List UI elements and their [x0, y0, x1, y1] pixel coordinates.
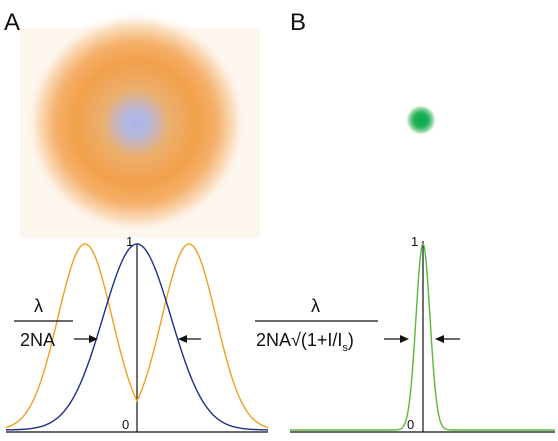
- panel-label-a: A: [4, 9, 20, 36]
- plot-a: 1 0 λ 2NA: [5, 234, 269, 433]
- arrow-right-a: [178, 335, 201, 343]
- depletion-curve: [5, 243, 269, 429]
- tick-label-bottom-a: 0: [122, 417, 129, 432]
- formula-b-numerator: λ: [311, 296, 320, 316]
- tick-label-top-a: 1: [126, 234, 133, 249]
- plot-b: 1 0 λ 2NA√(1+I/Is): [255, 234, 555, 433]
- formula-b-denominator-close: ): [348, 330, 354, 350]
- arrow-right-b: [435, 335, 460, 343]
- sted-curve: [290, 243, 555, 431]
- formula-b-denominator-main: 2NA√(1+I/I: [256, 330, 342, 350]
- panel-label-b: B: [290, 9, 306, 36]
- tick-label-bottom-b: 0: [407, 417, 414, 432]
- formula-a-numerator: λ: [34, 296, 43, 316]
- formula-b-denominator-subscript: s: [342, 342, 348, 354]
- donut-spot: [24, 11, 248, 235]
- arrow-left-b: [384, 335, 409, 343]
- arrow-left-a: [74, 335, 98, 343]
- sted-spot: [405, 104, 437, 136]
- excitation-curve: [5, 243, 269, 431]
- tick-label-top-b: 1: [411, 234, 418, 249]
- formula-a-denominator: 2NA: [20, 330, 55, 350]
- formula-b-denominator: 2NA√(1+I/Is): [256, 330, 354, 354]
